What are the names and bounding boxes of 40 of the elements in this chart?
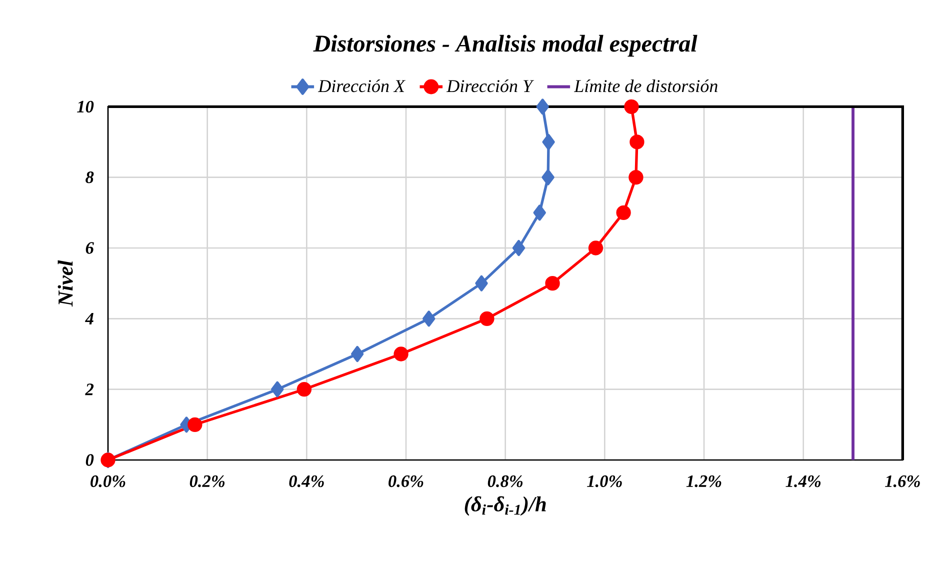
point: [616, 205, 631, 220]
x-tick-label: 0.6%: [388, 475, 424, 488]
point: [630, 134, 644, 150]
y-tick-label: 0: [86, 454, 94, 466]
y-tick-label: 4: [85, 312, 94, 324]
point: [271, 381, 284, 398]
point: [296, 382, 312, 397]
point: [512, 240, 526, 256]
point: [533, 204, 546, 221]
point: [542, 134, 555, 150]
legend-label: Dirección Y: [446, 79, 534, 92]
point: [422, 310, 436, 327]
y-tick-label: 6: [86, 242, 94, 254]
x-tick-label: 1.6%: [885, 475, 920, 488]
x-tick-label: 0.8%: [488, 475, 523, 488]
x-tick-label: 0.4%: [289, 475, 324, 488]
point: [545, 276, 560, 291]
point: [394, 346, 408, 362]
x-tick-label: 0.0%: [90, 475, 126, 488]
point: [475, 275, 488, 292]
point: [350, 346, 364, 362]
point: [628, 170, 644, 185]
x-tick-label: 1.4%: [786, 475, 821, 488]
point: [624, 99, 639, 114]
chart-title: Distorsiones - Analisis modal espectral: [313, 34, 698, 57]
x-tick-label: 0.2%: [190, 475, 224, 488]
legend-label: Límite de distorsión: [574, 79, 718, 92]
y-tick-label: 10: [77, 100, 94, 113]
point: [480, 311, 494, 326]
y-tick-label: 2: [85, 384, 94, 396]
y-tick-label: 8: [86, 171, 94, 184]
y-axis-title: Nivel: [58, 260, 73, 307]
point: [588, 240, 604, 256]
legend-label: Dirección X: [318, 79, 406, 92]
point: [536, 98, 549, 115]
x-tick-label: 1.0%: [587, 475, 622, 488]
x-axis-title: (δ$_{i}$-δ$_{i-1}$)/h: [464, 496, 546, 516]
point: [542, 169, 554, 186]
point: [188, 417, 202, 432]
x-tick-label: 1.2%: [686, 475, 722, 488]
